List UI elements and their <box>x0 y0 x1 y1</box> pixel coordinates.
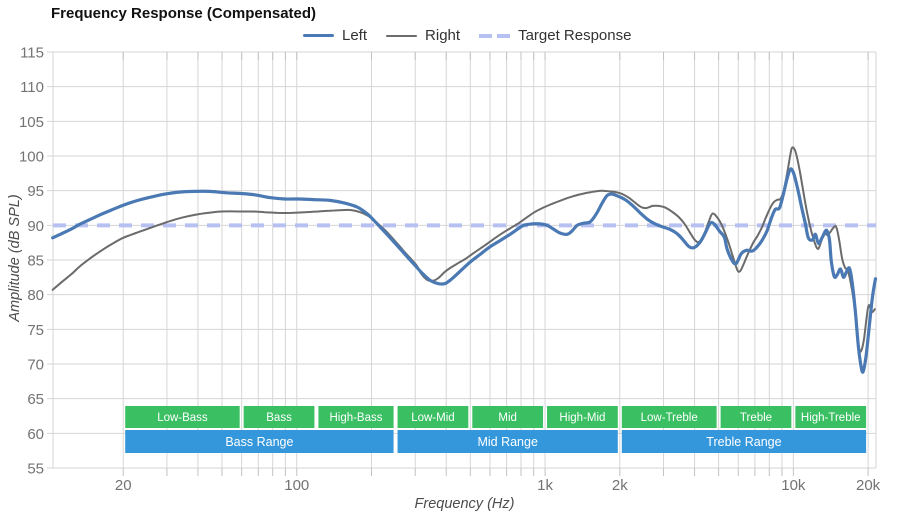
x-axis-title: Frequency (Hz) <box>414 496 515 512</box>
legend: Left Right Target Response <box>303 27 631 44</box>
band-high-treble <box>795 406 867 428</box>
y-tick-label: 65 <box>27 391 44 408</box>
range-label: Treble Range <box>706 435 781 449</box>
y-tick-label: 110 <box>20 79 44 96</box>
y-tick-label: 80 <box>27 287 44 304</box>
band-label: Treble <box>740 412 772 424</box>
band-high-bass <box>318 406 394 428</box>
legend-label-target: Target Response <box>518 27 632 44</box>
range-treble-range <box>621 430 867 453</box>
x-tick-label: 10k <box>781 477 806 494</box>
band-low-bass <box>125 406 240 428</box>
y-tick-label: 75 <box>27 322 44 339</box>
y-tick-label: 95 <box>27 183 44 200</box>
right-curve <box>51 146 876 353</box>
legend-item-target: Target Response <box>479 27 631 44</box>
legend-item-right: Right <box>386 27 460 44</box>
range-label: Bass Range <box>225 435 293 449</box>
band-label: Bass <box>266 412 292 424</box>
band-treble <box>720 406 792 428</box>
y-tick-label: 100 <box>19 149 44 166</box>
y-tick-label: 55 <box>27 461 44 478</box>
frequency-bands: Low-Bass Bass High-Bass Low-Mid Mid High-Mid L… <box>125 406 867 453</box>
y-tick-label: 60 <box>27 426 44 443</box>
band-bass <box>243 406 315 428</box>
band-low-mid <box>397 406 469 428</box>
x-tick-label: 20k <box>856 477 881 494</box>
y-tick-label: 85 <box>27 253 44 270</box>
band-label: Low-Mid <box>411 412 454 424</box>
x-tick-label: 2k <box>612 477 628 494</box>
range-label: Mid Range <box>477 435 537 449</box>
y-tick-label: 90 <box>27 218 44 235</box>
y-tick-label: 115 <box>20 45 44 62</box>
right-line-swatch <box>386 34 418 37</box>
chart-title: Frequency Response (Compensated) <box>51 5 317 22</box>
band-high-mid <box>547 406 618 428</box>
band-label: High-Bass <box>329 412 382 424</box>
band-label: Low-Treble <box>641 412 698 424</box>
range-mid-range <box>397 430 618 453</box>
band-label: High-Treble <box>801 412 861 424</box>
y-axis-title: Amplitude (dB SPL) <box>7 194 23 322</box>
band-low-treble <box>621 406 717 428</box>
left-curve <box>51 167 878 374</box>
x-tick-label: 1k <box>537 477 553 494</box>
band-label: High-Mid <box>559 412 605 424</box>
range-bass-range <box>125 430 394 453</box>
x-tick-label: 20 <box>115 477 132 494</box>
target-line-swatch <box>479 33 511 38</box>
x-tick-label: 100 <box>284 477 309 494</box>
legend-item-left: Left <box>303 27 367 44</box>
y-tick-label: 105 <box>19 114 44 131</box>
left-line-swatch <box>303 33 334 38</box>
band-label: Mid <box>498 412 517 424</box>
y-tick-label: 70 <box>27 357 44 374</box>
band-label: Low-Bass <box>157 412 208 424</box>
band-mid <box>472 406 544 428</box>
legend-label-left: Left <box>342 27 368 44</box>
legend-label-right: Right <box>425 27 461 44</box>
